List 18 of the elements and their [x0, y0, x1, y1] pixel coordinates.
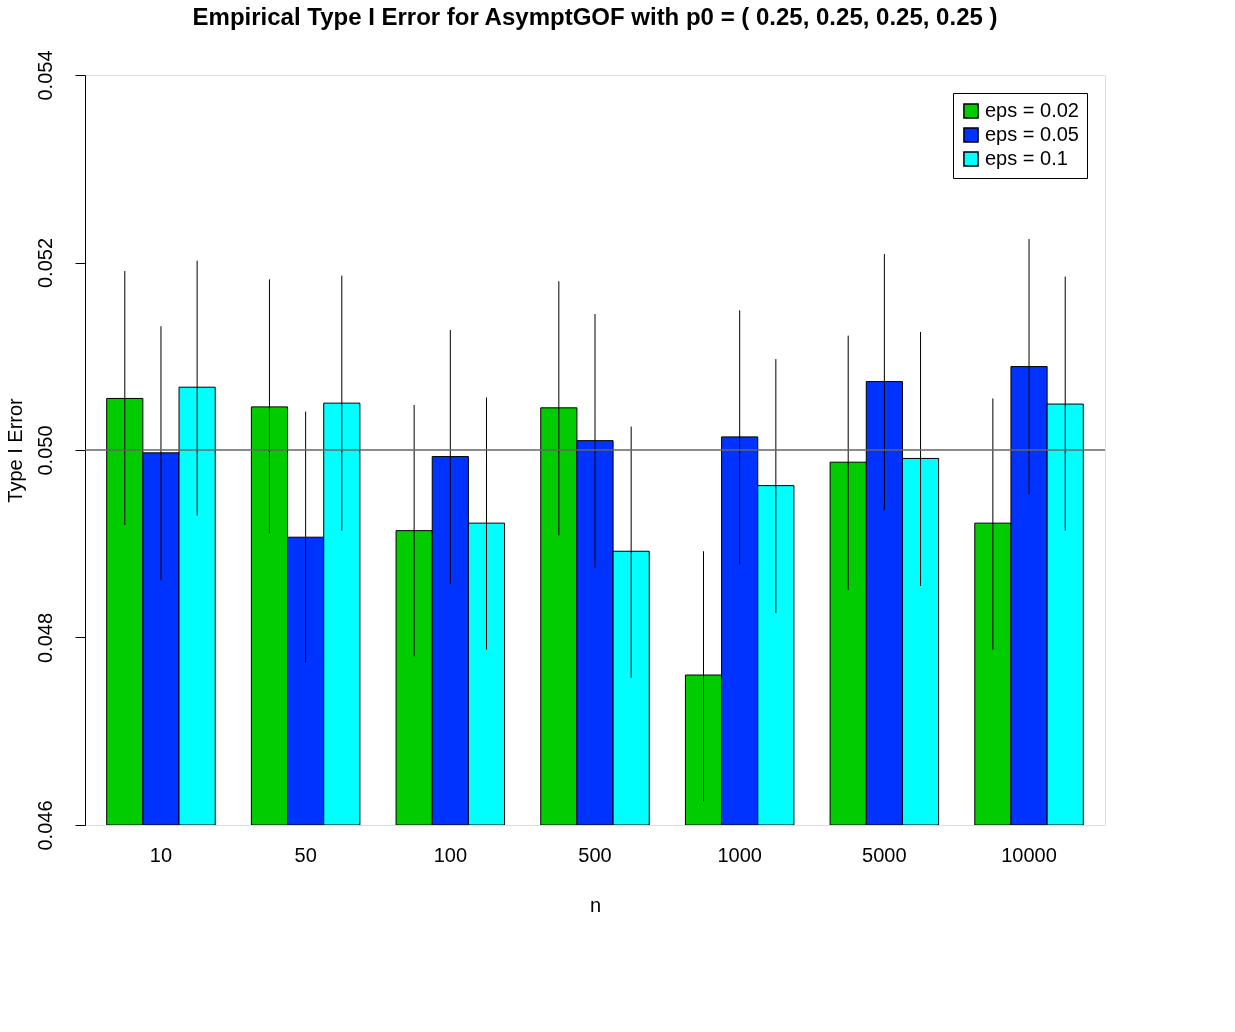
legend-label: eps = 0.05	[985, 123, 1079, 145]
legend-label: eps = 0.02	[985, 99, 1079, 121]
y-tick-label: 0.050	[33, 425, 56, 476]
x-tick-label: 10000	[1001, 843, 1057, 866]
y-tick-label: 0.052	[33, 237, 56, 289]
x-tick-label: 500	[578, 843, 612, 866]
legend-label: eps = 0.1	[985, 147, 1068, 169]
y-axis-title: Type I Error	[3, 397, 26, 503]
x-tick-label: 1000	[717, 843, 762, 866]
y-tick-label: 0.048	[33, 612, 56, 664]
x-tick-label: 100	[433, 843, 468, 866]
x-tick-label: 5000	[862, 843, 907, 866]
x-tick-label: 10	[149, 843, 173, 866]
y-tick-label: 0.054	[33, 50, 56, 101]
x-tick-label: 50	[294, 843, 317, 866]
chart-title: Empirical Type I Error for AsymptGOF with p0 = ( 0.25, 0.25, 0.25, 0.25 )	[192, 2, 998, 30]
y-tick-label: 0.046	[33, 800, 56, 851]
x-axis-title: n	[589, 893, 602, 916]
